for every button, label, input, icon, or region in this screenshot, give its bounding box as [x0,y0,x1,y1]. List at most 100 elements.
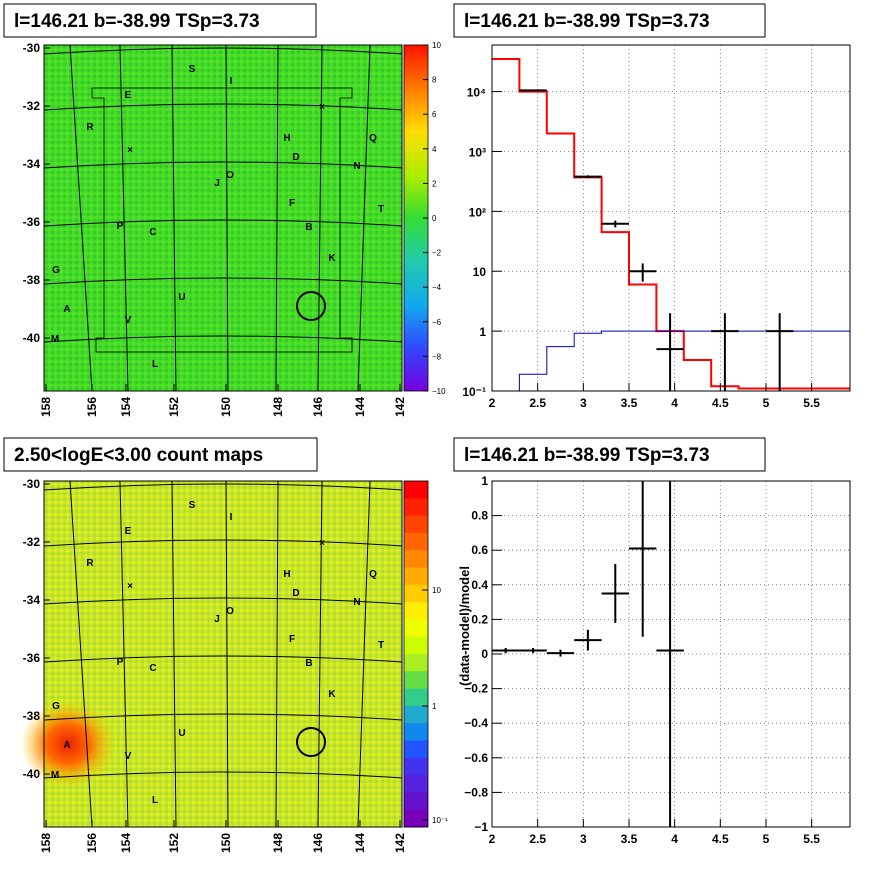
y-tick-label: -38 [23,709,41,723]
bl-title-box [3,437,318,472]
y-tick-label: 0.8 [471,509,488,523]
x-tick-label: 3.5 [621,396,638,410]
colorbar-tick-label: 4 [432,145,437,154]
bl-coordinate-grid [43,480,403,828]
longitude-line [69,480,93,828]
source-label-T: T [378,640,384,651]
tr-title: l=146.21 b=-38.99 TSp=3.73 [464,11,710,32]
y-tick-label: -40 [23,767,41,781]
colorbar-tick-label: −10 [432,387,446,396]
x-tick-label: 156 [85,397,99,417]
x-tick-label: 150 [219,397,233,417]
source-label-K: K [328,253,336,264]
longitude-line [119,44,129,392]
tr-frame [491,44,851,392]
y-tick-label: −0.6 [464,751,488,765]
source-label-S: S [189,500,196,511]
x-tick-label: 150 [219,833,233,853]
y-tick-label: 10² [469,205,486,219]
tl-colorbar-ticks: 10 8 6 4 2 0 −2 −4 −6 −8 −10 [423,41,446,396]
x-tick-label: 144 [353,833,367,853]
y-tick-label: −1 [474,820,488,834]
br-grid [492,481,850,827]
br-y-ticks: −1 −0.8 −0.6 −0.4 −0.2 0 0.2 0.4 0.6 0.8 1 [464,474,502,834]
source-label-Q: Q [369,133,377,144]
source-label-O: O [226,170,234,181]
x-tick-label: 4 [671,832,678,846]
x-tick-label: 4 [671,396,678,410]
source-label-N: N [353,161,360,172]
y-tick-label: 0 [481,647,488,661]
bl-x-ticks: 158 156 154 152 150 148 146 144 142 [39,820,407,853]
x-tick-label: 4.5 [712,396,729,410]
x-tick-label: 158 [39,833,53,853]
y-tick-label: 10³ [469,145,486,159]
colorbar-band [404,498,428,517]
colorbar-band [404,757,428,776]
colorbar-tick-label: 6 [432,110,437,119]
x-tick-label: 144 [353,397,367,417]
colorbar-band [404,619,428,638]
source-label-K: K [328,689,336,700]
longitude-line [119,480,129,828]
colorbar-band [404,654,428,672]
source-label-M: M [51,770,59,781]
x-tick-label: 2 [489,396,496,410]
source-label-H: H [283,133,290,144]
longitude-line [317,480,323,828]
x-tick-label: 3.5 [621,832,638,846]
latitude-line [43,655,403,663]
x-tick-label: 154 [119,397,133,417]
tl-map-panel: S I E R H Q D N OJ F T P C B K G U A V M L × × 10 8 6 4 2 0 −2 −4 −6 −8… [3,3,446,417]
tl-target-circle [296,291,326,321]
source-label-N: N [353,597,360,608]
colorbar-band [404,792,428,811]
x-tick-label: 154 [119,833,133,853]
x-tick-label: 142 [393,833,407,853]
colorbar-band [404,688,428,707]
source-label-D: D [292,152,299,163]
longitude-line [171,480,177,828]
colorbar-band [404,481,428,499]
y-tick-label: 10⁴ [467,86,486,100]
x-tick-label: 152 [167,833,181,853]
colorbar-band [404,809,428,828]
tl-title-box [3,3,317,38]
latitude-line [43,597,403,605]
colorbar-tick-label: −6 [432,318,442,327]
source-label-C: C [149,227,156,238]
longitude-line [357,480,371,828]
source-label-I: I [230,512,233,523]
bl-source-labels: S I E R H Q D N OJ F T P C B K G U A V M L × × [51,500,384,806]
y-tick-label: 0.4 [471,578,488,592]
model-total-step [492,58,850,390]
x-tick-label: 2.5 [529,832,546,846]
x-tick-label: 3 [580,396,587,410]
y-tick-label: 0.6 [471,543,488,557]
bl-target-circle [296,727,326,757]
colorbar-band [404,705,428,724]
latitude-line [43,771,403,779]
y-tick-label: -32 [23,99,41,113]
colorbar-tick-label: −4 [432,283,442,292]
colorbar-band [404,723,428,741]
tr-spectrum-panel: 2 2.5 3 3.5 4 4.5 5 5.5 10⁻¹ 1 10 10² 10³ 10⁴ l=146.… [453,3,851,410]
colorbar-band [404,532,428,551]
colorbar-band [404,740,428,759]
source-label-L: L [152,795,158,806]
tl-x-ticks: 158 156 154 152 150 148 146 144 142 [39,384,407,417]
source-marker: × [127,145,133,156]
y-tick-label: -34 [23,157,41,171]
colorbar-tick-label: 10 [432,586,441,595]
br-title-box [453,437,766,472]
latitude-line [43,713,403,721]
x-tick-label: 2 [489,832,496,846]
y-tick-label: −0.4 [464,716,488,730]
y-tick-label: -34 [23,593,41,607]
y-tick-label: 10⁻¹ [462,385,486,399]
x-tick-label: 5.5 [803,832,820,846]
y-tick-label: −0.8 [464,785,488,799]
source-marker: × [319,538,325,549]
